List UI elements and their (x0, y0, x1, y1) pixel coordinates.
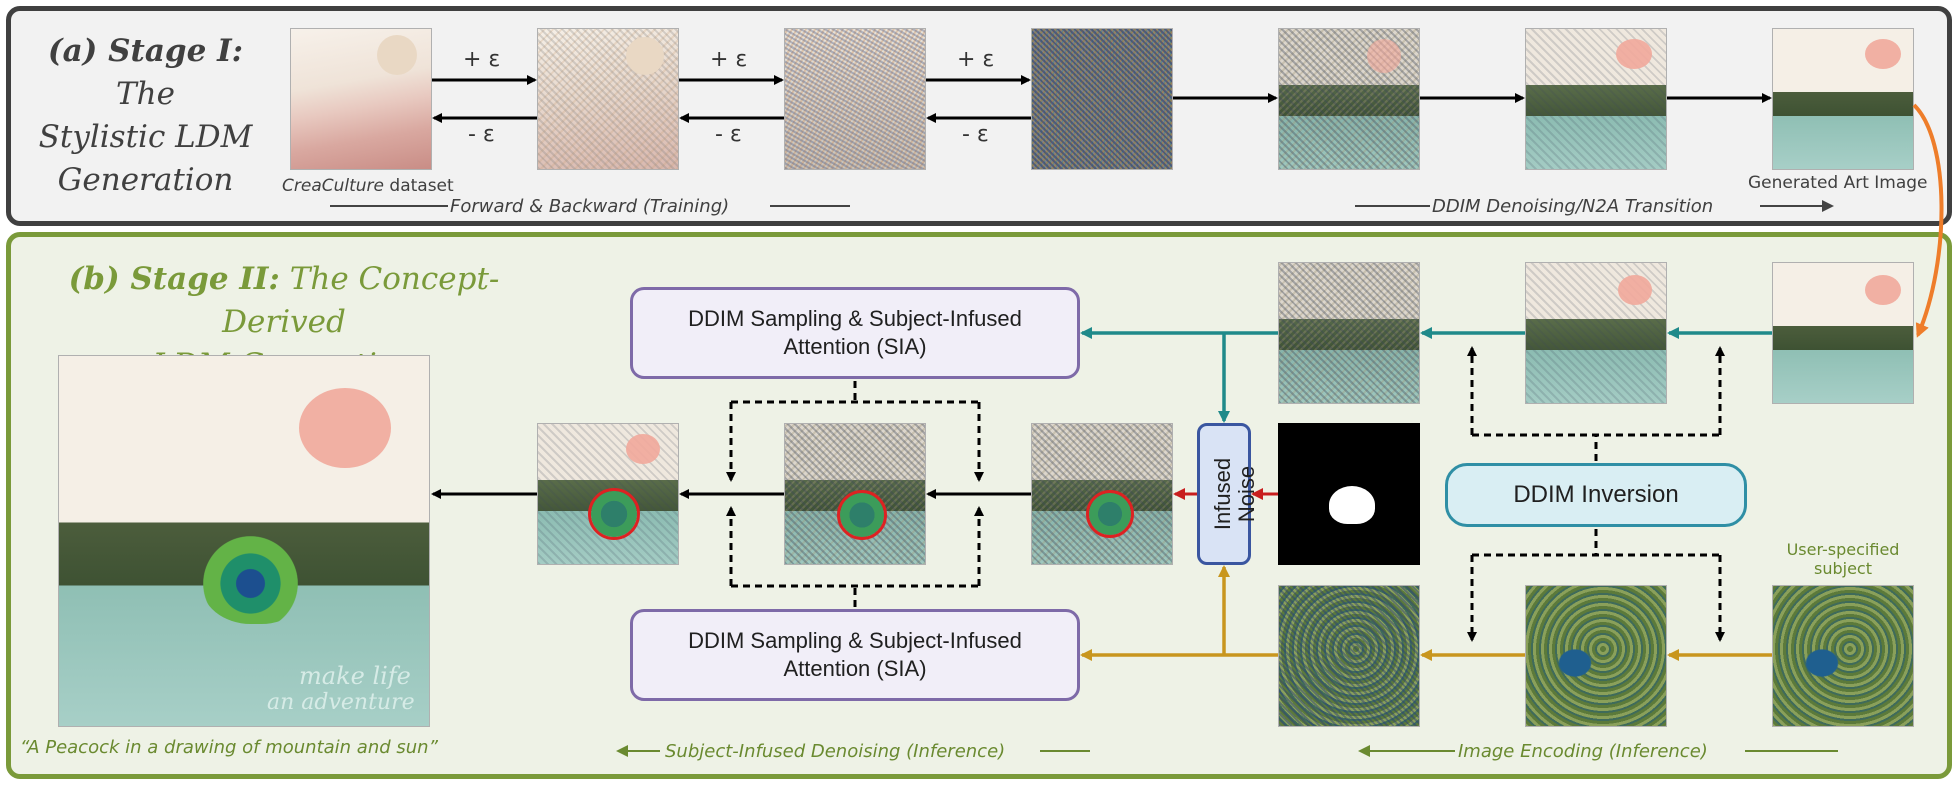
subject-mask-image (1278, 423, 1420, 565)
subject-silhouette (1329, 486, 1375, 524)
pure-noise-image (1031, 28, 1173, 170)
denoising-image-2 (1525, 28, 1667, 170)
art-text-line1: make life (299, 662, 411, 690)
ddim-transition-caption: DDIM Denoising/N2A Transition (1432, 196, 1714, 217)
stage-1-title-rest: The (116, 76, 175, 112)
subject-region-outline (837, 490, 887, 540)
peacock-figure (201, 534, 311, 624)
stage-1-title-prefix: (a) Stage I: (47, 33, 244, 69)
user-subject-image (1772, 585, 1914, 727)
subject-region-outline (1086, 490, 1134, 538)
stage-1-title-line2: Stylistic LDM (38, 119, 253, 155)
minus-epsilon-label-2: - ε (715, 122, 742, 147)
art-inversion-image-1 (1525, 262, 1667, 404)
infused-noise-line1: Infused (1210, 457, 1235, 531)
forward-noise-image-1 (537, 28, 679, 170)
subject-region-outline (588, 488, 640, 540)
ddim-inversion-box: DDIM Inversion (1445, 463, 1747, 527)
plus-epsilon-label-3: + ε (957, 47, 995, 72)
forward-noise-image-2 (784, 28, 926, 170)
image-encoding-caption: Image Encoding (Inference) (1458, 741, 1708, 762)
sia-box-bottom: DDIM Sampling & Subject-Infused Attentio… (630, 609, 1080, 701)
sampling-image-1 (1031, 423, 1173, 565)
dataset-name: CreaCulture (282, 176, 384, 196)
stage-1-title-line3: Generation (57, 162, 234, 198)
user-subject-line1: User-specified (1786, 540, 1900, 559)
sun-shape (299, 388, 391, 468)
dataset-caption: CreaCulture dataset (282, 176, 454, 196)
minus-epsilon-label-3: - ε (962, 122, 989, 147)
forward-backward-caption: Forward & Backward (Training) (450, 196, 730, 217)
ddim-inversion-label: DDIM Inversion (1513, 481, 1679, 508)
sia-box-top: DDIM Sampling & Subject-Infused Attentio… (630, 287, 1080, 379)
infused-noise-box (1197, 423, 1251, 565)
generated-art-caption: Generated Art Image (1748, 173, 1928, 193)
dataset-image (290, 28, 432, 170)
art-inversion-image-2 (1278, 262, 1420, 404)
infused-noise-label: Infused Noise (1210, 434, 1259, 554)
sampling-image-2 (784, 423, 926, 565)
stage-1-title: (a) Stage I: The Stylistic LDM Generatio… (18, 30, 273, 202)
dataset-suffix: dataset (384, 176, 454, 196)
sia-top-line2: Attention (SIA) (783, 334, 927, 359)
prompt-caption: “A Peacock in a drawing of mountain and … (20, 737, 438, 758)
final-output-image: make life an adventure (58, 355, 430, 727)
sia-bottom-line2: Attention (SIA) (783, 656, 927, 681)
stage-2-title-rest: The Concept-Derived (222, 261, 500, 340)
user-subject-line2: subject (1814, 559, 1872, 578)
art-input-image (1772, 262, 1914, 404)
subject-inversion-image-1 (1525, 585, 1667, 727)
subject-denoising-caption: Subject-Infused Denoising (Inference) (665, 741, 1006, 762)
plus-epsilon-label-2: + ε (710, 47, 748, 72)
user-subject-caption: User-specified subject (1782, 540, 1904, 578)
subject-inversion-image-2 (1278, 585, 1420, 727)
denoising-image-1 (1278, 28, 1420, 170)
sia-bottom-line1: DDIM Sampling & Subject-Infused (688, 628, 1022, 653)
plus-epsilon-label-1: + ε (463, 47, 501, 72)
sampling-image-3 (537, 423, 679, 565)
minus-epsilon-label-1: - ε (468, 122, 495, 147)
sia-top-line1: DDIM Sampling & Subject-Infused (688, 306, 1022, 331)
art-text-line2: an adventure (267, 690, 415, 715)
infused-noise-line2: Noise (1234, 465, 1259, 523)
generated-art-image (1772, 28, 1914, 170)
stage-2-title-prefix: (b) Stage II: (68, 261, 280, 297)
